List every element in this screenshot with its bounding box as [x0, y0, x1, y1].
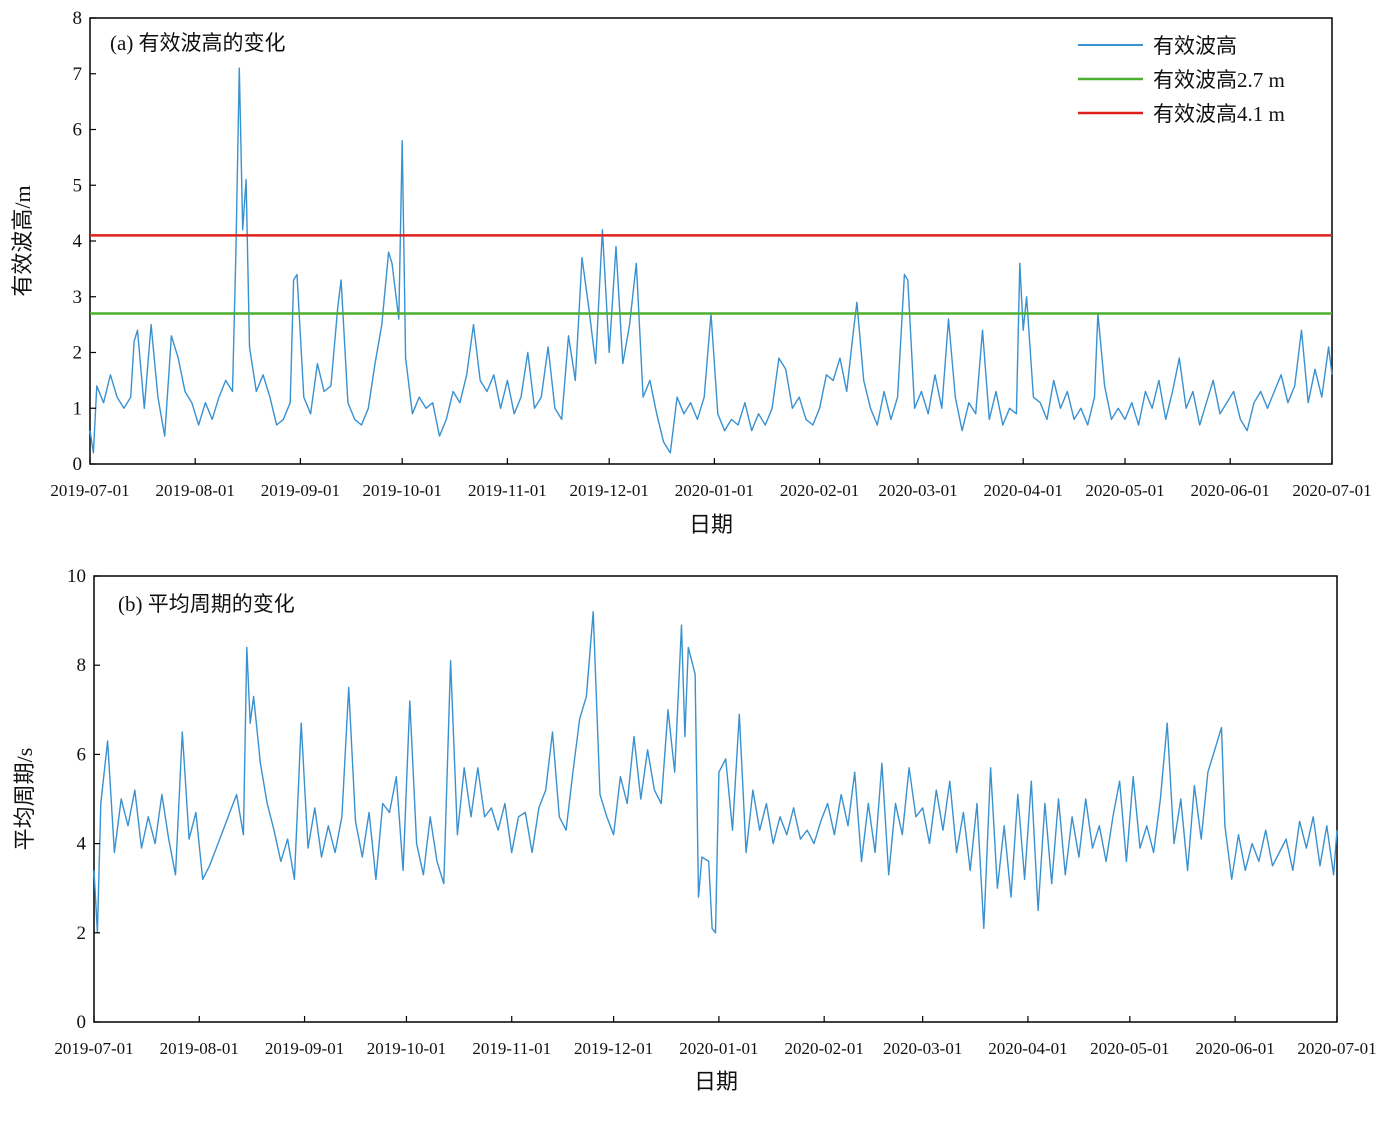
- legend-label-2-7: 有效波高2.7 m: [1153, 68, 1285, 92]
- panel-b-x-axis-label: 日期: [694, 1069, 738, 1094]
- x-tick-label: 2020-02-01: [780, 481, 859, 500]
- panel-b-annotation: (b) 平均周期的变化: [118, 592, 295, 616]
- x-tick-label: 2019-07-01: [50, 481, 129, 500]
- x-tick-label: 2019-12-01: [574, 1039, 653, 1058]
- panel-a-x-axis: 2019-07-01 2019-08-01 2019-09-01 2019-10-01…: [50, 458, 1372, 500]
- y-tick-label: 6: [77, 744, 87, 765]
- x-tick-label: 2019-09-01: [261, 481, 340, 500]
- x-tick-label: 2020-01-01: [675, 481, 754, 500]
- y-tick-label: 8: [77, 655, 87, 676]
- series-line-a-0: [89, 67, 1333, 454]
- x-tick-label: 2020-04-01: [984, 481, 1063, 500]
- x-tick-label: 2019-12-01: [570, 481, 649, 500]
- x-tick-label: 2020-07-01: [1297, 1039, 1376, 1058]
- x-tick-label: 2020-06-01: [1191, 481, 1270, 500]
- panel-a-x-axis-label: 日期: [689, 512, 733, 537]
- y-tick-label: 7: [73, 64, 83, 85]
- y-tick-label: 4: [77, 834, 87, 855]
- panel-b-series-layer: [93, 611, 1338, 934]
- y-tick-label: 0: [73, 454, 83, 475]
- y-tick-label: 10: [67, 566, 86, 587]
- legend-label-4-1: 有效波高4.1 m: [1153, 102, 1285, 126]
- y-tick-label: 0: [77, 1012, 87, 1033]
- y-tick-label: 2: [77, 923, 87, 944]
- panel-a-y-axis-label: 有效波高/m: [10, 185, 35, 296]
- x-tick-label: 2019-09-01: [265, 1039, 344, 1058]
- x-tick-label: 2019-08-01: [160, 1039, 239, 1058]
- panel-a-annotation: (a) 有效波高的变化: [110, 31, 286, 55]
- x-tick-label: 2020-05-01: [1090, 1039, 1169, 1058]
- x-tick-label: 2020-03-01: [883, 1039, 962, 1058]
- panel-a: 0 1 2 3 4 5 6 7 8 2019-07-01 2019-08-01 2019-09-01…: [10, 8, 1372, 537]
- panel-b-plot-frame: [93, 575, 1338, 1023]
- x-tick-label: 2019-08-01: [156, 481, 235, 500]
- x-tick-label: 2020-02-01: [785, 1039, 864, 1058]
- x-tick-label: 2019-07-01: [54, 1039, 133, 1058]
- x-tick-label: 2019-11-01: [468, 481, 547, 500]
- panel-a-y-axis: 0 1 2 3 4 5 6 7 8: [73, 8, 96, 475]
- x-tick-label: 2020-07-01: [1292, 481, 1371, 500]
- x-tick-label: 2019-10-01: [367, 1039, 446, 1058]
- panel-a-legend: 有效波高 有效波高2.7 m 有效波高4.1 m: [1078, 34, 1285, 126]
- x-tick-label: 2020-04-01: [988, 1039, 1067, 1058]
- panel-b-y-axis: 0 2 4 6 8 10: [67, 566, 100, 1033]
- legend-label-series: 有效波高: [1153, 34, 1237, 58]
- panel-a-series-layer: [89, 67, 1333, 454]
- x-tick-label: 2020-01-01: [679, 1039, 758, 1058]
- y-tick-label: 4: [73, 231, 83, 252]
- y-tick-label: 6: [73, 120, 83, 141]
- x-tick-label: 2020-05-01: [1085, 481, 1164, 500]
- y-tick-label: 1: [73, 398, 83, 419]
- panel-a-plot-frame: [89, 17, 1333, 465]
- x-tick-label: 2019-10-01: [363, 481, 442, 500]
- x-tick-label: 2019-11-01: [472, 1039, 551, 1058]
- y-tick-label: 5: [73, 175, 83, 196]
- panel-a-reference-lines: [90, 234, 1332, 315]
- y-tick-label: 3: [73, 287, 83, 308]
- panel-b-y-axis-label: 平均周期/s: [12, 748, 37, 851]
- y-tick-label: 8: [73, 8, 83, 29]
- x-tick-label: 2020-03-01: [878, 481, 957, 500]
- series-line-b-0: [93, 611, 1338, 934]
- y-tick-label: 2: [73, 343, 83, 364]
- panel-b-x-axis: 2019-07-01 2019-08-01 2019-09-01 2019-10-01…: [54, 1016, 1377, 1058]
- x-tick-label: 2020-06-01: [1195, 1039, 1274, 1058]
